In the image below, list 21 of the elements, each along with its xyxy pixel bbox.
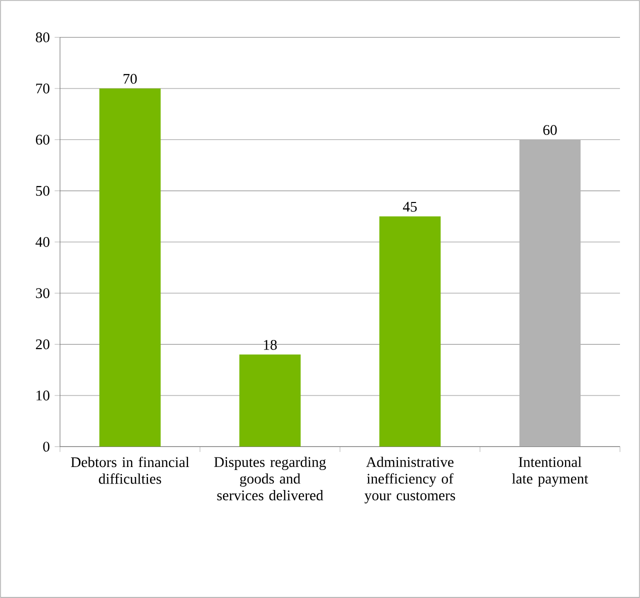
y-tick-label: 20	[36, 339, 50, 350]
x-tick-label: Disputes regarding goods and services delivered	[214, 456, 326, 500]
x-tick-label: Debtors in financial difficulties	[70, 456, 190, 484]
data-label: 60	[543, 125, 557, 135]
y-tick-label: 80	[36, 32, 50, 42]
data-label: 18	[264, 340, 277, 350]
data-label: 70	[124, 74, 137, 84]
y-tick-label: 0	[43, 442, 50, 452]
bar	[519, 140, 581, 447]
y-tick-label: 60	[36, 134, 50, 145]
bar	[99, 88, 161, 447]
y-tick-label: 50	[36, 186, 50, 196]
bar	[379, 216, 441, 447]
data-label: 45	[402, 202, 417, 212]
x-tick-label: Intentional late payment	[512, 456, 588, 487]
bar	[239, 354, 301, 447]
y-tick-label: 10	[36, 390, 50, 400]
y-tick-label: 70	[36, 84, 50, 94]
x-tick-label: Administrative inefficiency of your customers	[364, 456, 456, 504]
y-tick-label: 40	[36, 237, 50, 247]
y-tick-label: 30	[36, 288, 50, 298]
